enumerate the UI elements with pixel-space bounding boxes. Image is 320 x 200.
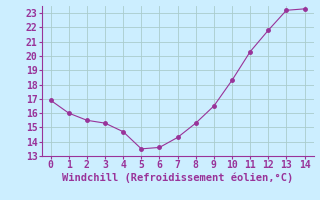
- X-axis label: Windchill (Refroidissement éolien,°C): Windchill (Refroidissement éolien,°C): [62, 173, 293, 183]
